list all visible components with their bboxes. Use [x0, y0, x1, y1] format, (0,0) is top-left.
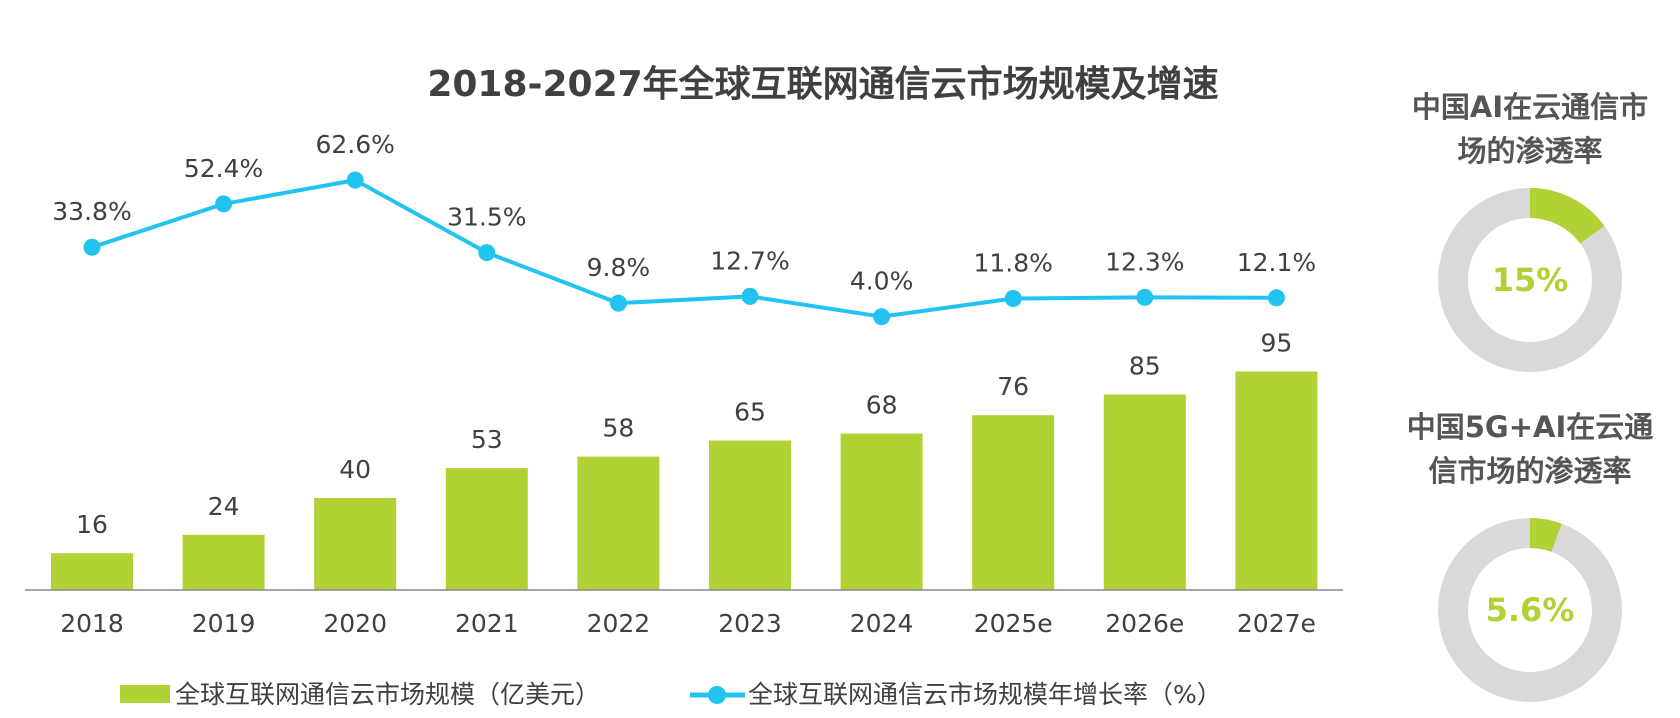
- donut-value-arc: [1529, 518, 1562, 553]
- bar-2019: [182, 534, 265, 590]
- line-value-label-2026e: 12.3%: [1105, 247, 1184, 276]
- bar-2018: [51, 553, 133, 590]
- bar-2021: [445, 468, 528, 590]
- bar-2027e: [1235, 371, 1318, 590]
- line-point-2021: [478, 244, 496, 262]
- bar-2026e: [1103, 394, 1186, 590]
- line-value-label-2024: 4.0%: [850, 267, 914, 296]
- donut-chart-ai: 15%: [1438, 188, 1622, 372]
- line-value-label-2021: 31.5%: [447, 203, 526, 232]
- line-point-2024: [873, 308, 891, 326]
- x-tick-2020: 2020: [323, 609, 387, 638]
- donut-panel-5g-ai: 中国5G+AI在云通 信市场的渗透率 5.6%: [1380, 405, 1680, 705]
- line-value-label-2027e: 12.1%: [1237, 248, 1316, 277]
- bar-value-labels: 16 24 40 53 58 65 68 76 85 95: [76, 329, 1292, 540]
- bar-value-label-2018: 16: [76, 510, 108, 539]
- x-tick-2022: 2022: [587, 609, 651, 638]
- bar-2024: [840, 433, 923, 590]
- bar-value-label-2024: 68: [866, 391, 898, 420]
- donut-chart-5g-ai: 5.6%: [1438, 518, 1622, 702]
- line-point-2020: [346, 171, 364, 189]
- line-series: [83, 171, 1285, 326]
- line-point-2022: [609, 294, 627, 312]
- line-point-2027e: [1267, 289, 1285, 307]
- donut-value-arc: [1529, 188, 1605, 245]
- line-value-label-2020: 62.6%: [315, 130, 394, 159]
- legend-swatch-bar: [120, 685, 170, 703]
- line-point-2018: [83, 238, 101, 256]
- bar-value-label-2021: 53: [471, 425, 503, 454]
- chart-title: 2018-2027年全球互联网通信云市场规模及增速: [427, 63, 1218, 105]
- combo-chart: 2018-2027年全球互联网通信云市场规模及增速 16 24 40 53 58 65 68…: [25, 63, 1343, 709]
- bar-2025e: [972, 415, 1055, 590]
- donut-title-5g-ai-line2: 信市场的渗透率: [1428, 454, 1632, 488]
- x-tick-2018: 2018: [60, 609, 124, 638]
- x-tick-labels: 2018 2019 2020 2021 2022 2023 2024 2025e 2026e 20…: [60, 609, 1316, 638]
- x-tick-2021: 2021: [455, 609, 519, 638]
- line-value-label-2022: 9.8%: [587, 253, 651, 282]
- donut-panel-ai: 中国AI在云通信市 场的渗透率 15%: [1380, 85, 1680, 375]
- donut-value-label: 15%: [1492, 261, 1569, 299]
- bar-value-label-2026e: 85: [1129, 352, 1161, 381]
- legend-label-line: 全球互联网通信云市场规模年增长率（%）: [748, 680, 1222, 709]
- line-value-label-2025e: 11.8%: [973, 249, 1052, 278]
- line-point-2023: [741, 287, 759, 305]
- legend-swatch-marker: [708, 686, 726, 704]
- x-tick-2024: 2024: [850, 609, 914, 638]
- bar-value-label-2019: 24: [208, 492, 240, 521]
- line-value-label-2018: 33.8%: [52, 197, 131, 226]
- line-value-label-2023: 12.7%: [710, 246, 789, 275]
- donut-title-ai-line2: 场的渗透率: [1457, 134, 1603, 168]
- bar-value-label-2023: 65: [734, 398, 766, 427]
- donut-title-ai-line1: 中国AI在云通信市: [1411, 90, 1649, 124]
- line-value-label-2019: 52.4%: [184, 154, 263, 183]
- line-value-labels: 33.8% 52.4% 62.6% 31.5% 9.8% 12.7% 4.0% 11.8% 12…: [52, 130, 1316, 296]
- bar-value-label-2025e: 76: [997, 372, 1029, 401]
- bar-2020: [314, 498, 397, 590]
- bar-series: [51, 371, 1318, 590]
- donut-title-5g-ai-line1: 中国5G+AI在云通: [1406, 410, 1654, 444]
- x-tick-2025e: 2025e: [974, 609, 1053, 638]
- line-point-2025e: [1004, 290, 1022, 308]
- bar-value-label-2020: 40: [339, 455, 371, 484]
- donut-title-ai: 中国AI在云通信市 场的渗透率: [1380, 85, 1680, 173]
- bar-2023: [709, 440, 791, 590]
- donut-title-5g-ai: 中国5G+AI在云通 信市场的渗透率: [1380, 405, 1680, 493]
- line-point-2026e: [1136, 288, 1154, 306]
- line-point-2019: [215, 195, 233, 213]
- x-tick-2019: 2019: [192, 609, 256, 638]
- bar-value-label-2027e: 95: [1260, 329, 1292, 358]
- x-tick-2026e: 2026e: [1105, 609, 1184, 638]
- x-tick-2027e: 2027e: [1237, 609, 1316, 638]
- legend-label-bar: 全球互联网通信云市场规模（亿美元）: [175, 680, 600, 709]
- bar-value-label-2022: 58: [602, 414, 634, 443]
- growth-rate-line: [91, 178, 1277, 319]
- donut-value-label: 5.6%: [1486, 591, 1575, 629]
- legend: 全球互联网通信云市场规模（亿美元） 全球互联网通信云市场规模年增长率（%）: [120, 680, 1222, 709]
- bar-2022: [577, 456, 660, 590]
- x-tick-2023: 2023: [718, 609, 782, 638]
